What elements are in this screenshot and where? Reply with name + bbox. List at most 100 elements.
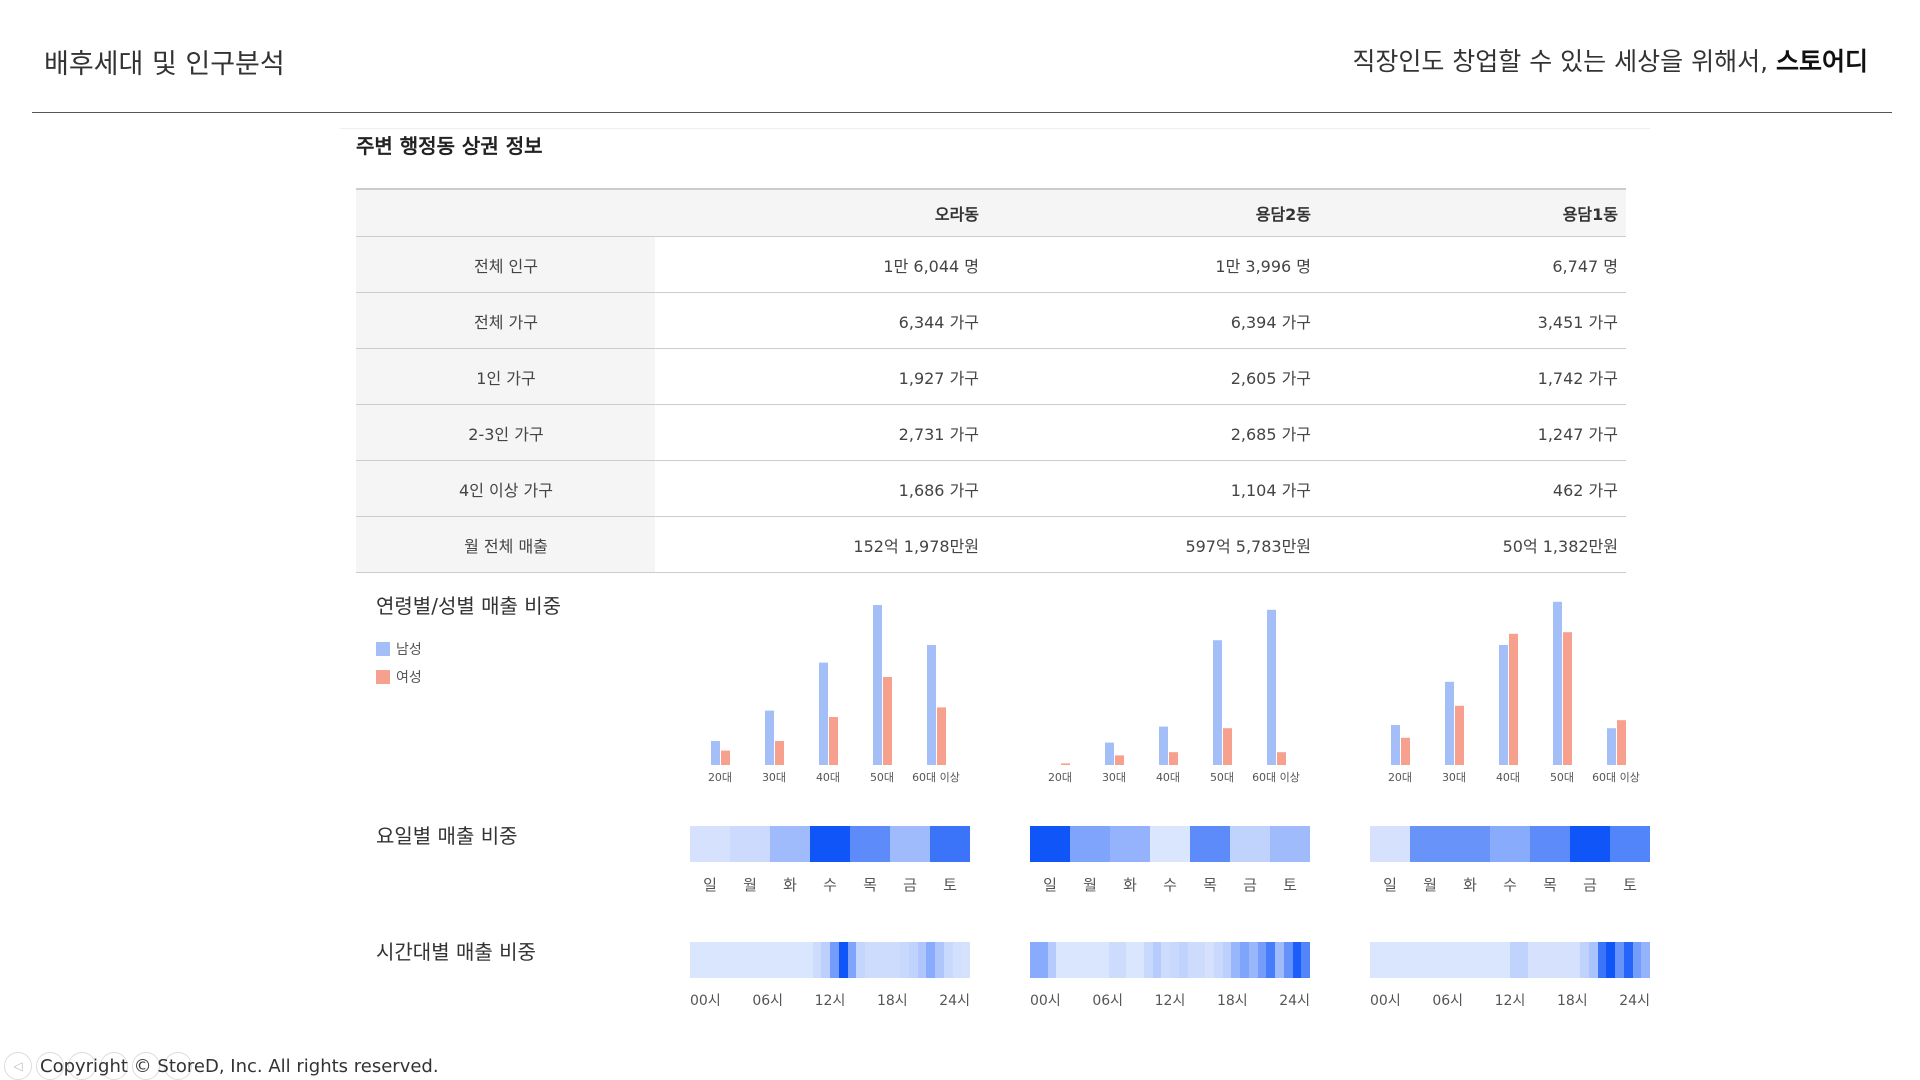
heat-cell <box>707 942 717 978</box>
heat-cell <box>1205 942 1214 978</box>
header-slogan: 직장인도 창업할 수 있는 세상을 위해서, 스토어디 <box>1352 42 1868 78</box>
table-cell: 1만 6,044 명 <box>655 236 988 293</box>
heat-cell <box>890 826 930 862</box>
heat-cell <box>1501 942 1510 978</box>
bar-male <box>819 662 828 765</box>
heat-cell <box>1038 942 1048 978</box>
tick-label: 00시 <box>1370 993 1401 1009</box>
heat-cell <box>1248 942 1258 978</box>
tick-label: 00시 <box>690 993 721 1009</box>
heat-cell <box>847 942 857 978</box>
heat-cell <box>1230 826 1270 862</box>
heat-cell <box>908 942 918 978</box>
bar-female <box>1617 720 1626 765</box>
legend: 남성 여성 <box>376 635 422 691</box>
hour-axis: 00시 06시 12시 18시 24시 <box>1030 990 1310 1010</box>
tick-label: 수 <box>823 876 837 894</box>
heat-cell <box>795 942 804 978</box>
heat-cell <box>777 942 787 978</box>
table-cell: 1,927 가구 <box>655 348 988 405</box>
tick-label: 20대 <box>1388 771 1412 784</box>
heat-cell <box>1632 942 1642 978</box>
heat-cell <box>1545 942 1554 978</box>
header-divider <box>32 112 1892 113</box>
tick-label: 토 <box>943 876 957 894</box>
table-header-cell: 용담1동 <box>1319 188 1626 237</box>
bar-male <box>1267 609 1276 765</box>
bar-male <box>1105 742 1114 765</box>
heat-cell <box>850 826 890 862</box>
heat-cell <box>1606 942 1615 978</box>
tick-label: 일 <box>703 876 717 894</box>
tick-label: 50대 <box>1210 771 1234 784</box>
row-label: 전체 가구 <box>356 292 655 349</box>
tick-label: 30대 <box>1442 771 1466 784</box>
tick-label: 금 <box>1243 876 1257 894</box>
tick-label: 목 <box>1203 876 1217 894</box>
bar-male <box>1159 726 1168 765</box>
table-row: 전체 가구 6,344 가구 6,394 가구 3,451 가구 <box>356 292 1626 349</box>
bar-female <box>1115 755 1124 765</box>
heat-cell <box>742 942 752 978</box>
table-header-cell: 용담2동 <box>987 188 1320 237</box>
table-header-cell: 오라동 <box>655 188 988 237</box>
heat-cell <box>1275 942 1284 978</box>
tick-label: 토 <box>1283 876 1297 894</box>
heat-cell <box>952 942 962 978</box>
tick-label: 30대 <box>762 771 786 784</box>
tick-label: 24시 <box>939 993 970 1009</box>
tick-label: 30대 <box>1102 771 1126 784</box>
hourly-heatmap-1 <box>690 942 970 978</box>
tick-label: 화 <box>1463 876 1477 894</box>
tick-label: 월 <box>1083 876 1097 894</box>
bar-female <box>1277 752 1286 765</box>
tick-label: 00시 <box>1030 993 1061 1009</box>
heat-cell <box>1150 826 1190 862</box>
heat-cell <box>900 942 909 978</box>
bar-female <box>1169 752 1178 765</box>
heat-cell <box>1266 942 1275 978</box>
heat-cell <box>873 942 883 978</box>
table-cell: 597억 5,783만원 <box>987 516 1320 573</box>
heat-cell <box>770 826 810 862</box>
heat-cell <box>1213 942 1223 978</box>
heat-cell <box>1450 826 1490 862</box>
heat-cell <box>1190 826 1230 862</box>
row-label: 전체 인구 <box>356 236 655 293</box>
heat-cell <box>926 942 935 978</box>
bar-male <box>765 710 774 765</box>
bar-chart-2: 20대 30대 40대 50대 60대 이상 <box>1048 609 1300 784</box>
heat-cell <box>812 942 822 978</box>
table-cell: 6,747 명 <box>1319 236 1626 293</box>
heat-cell <box>1518 942 1528 978</box>
heat-cell <box>1070 826 1110 862</box>
hour-axis: 00시 06시 12시 18시 24시 <box>1370 990 1650 1010</box>
table-row: 4인 이상 가구 1,686 가구 1,104 가구 462 가구 <box>356 460 1626 517</box>
heat-cell <box>1510 942 1519 978</box>
tick-label: 목 <box>1543 876 1557 894</box>
heat-cell <box>1073 942 1083 978</box>
section-title: 주변 행정동 상권 정보 <box>356 134 543 158</box>
table-cell: 50억 1,382만원 <box>1319 516 1626 573</box>
tick-label: 일 <box>1383 876 1397 894</box>
heat-cell <box>1530 826 1570 862</box>
section-divider <box>340 128 1650 129</box>
bar-female <box>1061 763 1070 765</box>
heat-cell <box>1623 942 1633 978</box>
heat-cell <box>1492 942 1502 978</box>
prev-icon[interactable]: ◁ <box>4 1052 32 1080</box>
heat-cell <box>1641 942 1650 978</box>
weekday-heatmap-2 <box>1030 826 1310 862</box>
legend-label-male: 남성 <box>396 642 422 658</box>
tick-label: 40대 <box>1156 771 1180 784</box>
bar-female <box>1455 705 1464 765</box>
heat-cell <box>865 942 874 978</box>
heat-cell <box>1082 942 1092 978</box>
tick-label: 40대 <box>816 771 840 784</box>
heat-cell <box>1240 942 1249 978</box>
table-row: 월 전체 매출 152억 1,978만원 597억 5,783만원 50억 1,… <box>356 516 1626 573</box>
tick-label: 06시 <box>752 993 784 1009</box>
tick-label: 50대 <box>870 771 894 784</box>
heat-cell <box>698 942 708 978</box>
